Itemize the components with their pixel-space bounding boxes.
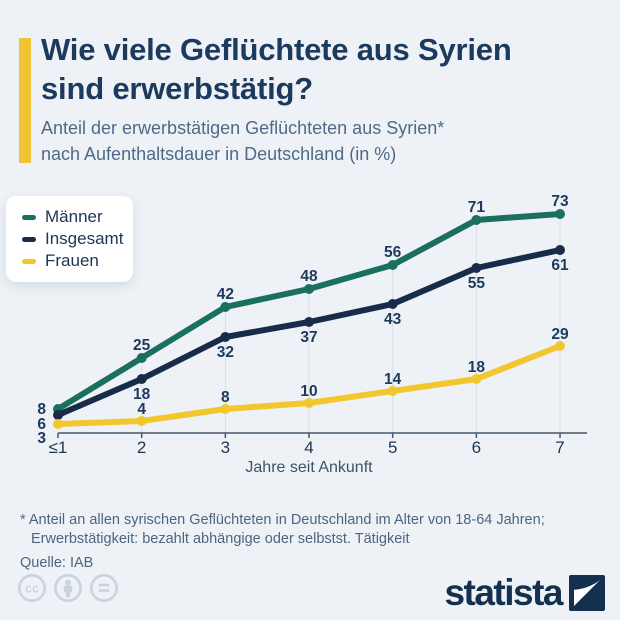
- accent-bar: [19, 38, 31, 163]
- data-label-Frauen: 18: [468, 359, 486, 376]
- data-point-Frauen: [220, 404, 231, 414]
- data-label-Frauen: 29: [551, 326, 569, 343]
- statista-logo[interactable]: statista: [444, 572, 605, 613]
- data-label-Frauen: 10: [300, 383, 317, 400]
- data-point-Frauen: [53, 419, 63, 429]
- data-point-Männer: [136, 353, 147, 363]
- data-point-Insgesamt: [387, 299, 398, 309]
- x-axis-title: Jahre seit Ankunft: [245, 459, 373, 476]
- footnote-line2: Erwerbstätigkeit: bezahlt abhängige oder…: [31, 531, 410, 547]
- statista-wordmark: statista: [444, 572, 563, 613]
- attribution-icon[interactable]: [53, 574, 82, 602]
- data-point-Frauen: [387, 386, 398, 396]
- data-point-Insgesamt: [136, 374, 147, 384]
- chart-legend: Männer Insgesamt Frauen: [6, 196, 133, 282]
- data-point-Frauen: [471, 374, 482, 384]
- x-tick-label: 7: [555, 438, 564, 457]
- legend-swatch-frauen-icon: [22, 258, 36, 264]
- no-derivatives-icon[interactable]: [90, 574, 119, 602]
- legend-item-frauen: Frauen: [22, 250, 121, 272]
- data-point-Frauen: [136, 416, 147, 426]
- x-tick-label: 6: [472, 438, 481, 457]
- data-label-Frauen: 14: [384, 371, 402, 388]
- source: Quelle: IAB: [20, 555, 94, 571]
- legend-label-frauen: Frauen: [45, 251, 99, 270]
- data-label-Männer: 25: [133, 337, 151, 354]
- legend-item-maenner: Männer: [22, 206, 121, 228]
- data-label-Männer: 42: [217, 286, 234, 303]
- statista-swoosh-icon: [569, 575, 605, 611]
- data-point-Frauen: [304, 398, 315, 408]
- data-label-Insgesamt: 37: [300, 329, 317, 346]
- x-tick-label: 4: [304, 438, 313, 457]
- data-label-Insgesamt: 6: [37, 416, 46, 433]
- legend-label-maenner: Männer: [45, 207, 103, 226]
- data-label-Insgesamt: 43: [384, 311, 402, 328]
- data-point-Männer: [220, 302, 231, 312]
- data-label-Männer: 71: [468, 199, 486, 216]
- data-label-Insgesamt: 61: [551, 257, 569, 274]
- data-point-Insgesamt: [220, 332, 231, 342]
- legend-swatch-insgesamt-icon: [22, 236, 36, 242]
- data-point-Insgesamt: [304, 317, 315, 327]
- data-point-Insgesamt: [471, 263, 482, 273]
- data-label-Männer: 48: [300, 268, 318, 285]
- data-label-Insgesamt: 55: [468, 275, 486, 292]
- data-point-Insgesamt: [53, 410, 63, 420]
- data-point-Frauen: [555, 341, 566, 351]
- page-title: Wie viele Geflüchtete aus Syrien sind erw…: [41, 30, 606, 108]
- data-label-Frauen: 3: [37, 430, 46, 447]
- license-icons[interactable]: cc: [17, 573, 121, 608]
- data-label-Frauen: 4: [137, 401, 146, 418]
- chart-subtitle: Anteil der erwerbstätigen Geflüchteten a…: [41, 115, 601, 167]
- chart-subtitle-line1: Anteil der erwerbstätigen Geflüchteten a…: [41, 118, 445, 138]
- data-label-Insgesamt: 32: [217, 344, 234, 361]
- data-label-Insgesamt: 18: [133, 386, 151, 403]
- legend-item-insgesamt: Insgesamt: [22, 228, 124, 250]
- data-label-Männer: 56: [384, 244, 402, 261]
- legend-swatch-maenner-icon: [22, 214, 36, 220]
- x-tick-label: 5: [388, 438, 397, 457]
- x-tick-label: 3: [221, 438, 230, 457]
- data-label-Männer: 73: [551, 193, 569, 210]
- footnote-line1: * Anteil an allen syrischen Geflüchteten…: [20, 512, 545, 528]
- x-tick-label: 2: [137, 438, 146, 457]
- x-tick-label: ≤1: [49, 438, 68, 457]
- chart-subtitle-line2: nach Aufenthaltsdauer in Deutschland (in…: [41, 144, 397, 164]
- data-point-Männer: [304, 284, 315, 294]
- data-point-Männer: [471, 215, 482, 225]
- footnote: * Anteil an allen syrischen Geflüchteten…: [20, 511, 600, 549]
- data-point-Männer: [387, 260, 398, 270]
- data-point-Insgesamt: [555, 245, 566, 255]
- page-title-line2: sind erwerbstätig?: [41, 71, 314, 106]
- page-title-line1: Wie viele Geflüchtete aus Syrien: [41, 32, 512, 67]
- cc-icon[interactable]: cc: [18, 574, 46, 602]
- data-label-Männer: 8: [37, 401, 46, 418]
- data-label-Frauen: 8: [221, 389, 230, 406]
- svg-text:cc: cc: [25, 582, 39, 596]
- legend-label-insgesamt: Insgesamt: [45, 229, 124, 248]
- data-point-Männer: [555, 209, 566, 219]
